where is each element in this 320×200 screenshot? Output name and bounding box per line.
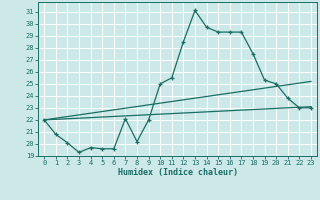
X-axis label: Humidex (Indice chaleur): Humidex (Indice chaleur) xyxy=(118,168,238,177)
